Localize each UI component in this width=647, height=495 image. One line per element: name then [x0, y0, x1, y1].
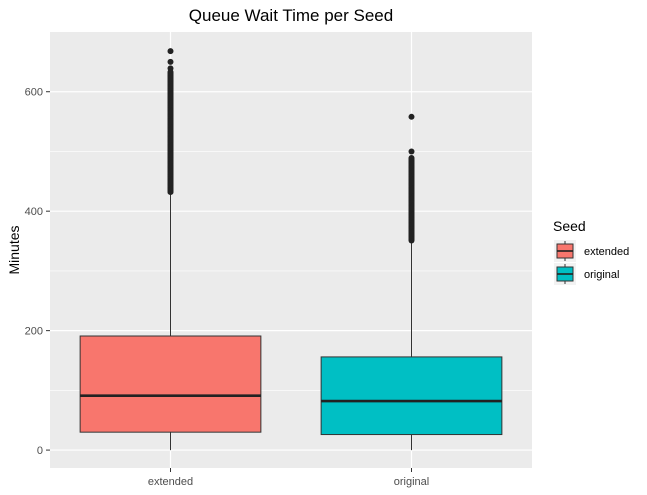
legend-item-original: original [554, 263, 619, 285]
legend: Seed extended original [553, 218, 629, 285]
box-extended [79, 48, 262, 451]
outlier-point [167, 58, 174, 65]
x-tick-label: extended [148, 476, 193, 488]
y-tick-label: 0 [37, 445, 43, 457]
y-tick-label: 600 [25, 87, 43, 99]
box [79, 335, 262, 433]
legend-label: extended [584, 246, 629, 258]
y-tick-label: 200 [25, 326, 43, 338]
x-axis: extended original [148, 468, 429, 488]
outlier-point [408, 148, 415, 155]
x-tick-label: original [394, 476, 429, 488]
y-axis: 0 200 400 600 [25, 87, 50, 457]
outlier-point [167, 65, 174, 72]
box [320, 356, 503, 436]
y-tick-label: 400 [25, 206, 43, 218]
chart-title: Queue Wait Time per Seed [189, 6, 393, 25]
outlier-point [167, 48, 174, 55]
box-original [320, 113, 503, 451]
legend-item-extended: extended [554, 240, 629, 262]
y-axis-title: Minutes [6, 225, 22, 274]
outlier-point [408, 155, 415, 162]
boxes [79, 48, 503, 451]
outlier-point [408, 113, 415, 120]
legend-title: Seed [553, 218, 586, 234]
legend-label: original [584, 269, 619, 281]
